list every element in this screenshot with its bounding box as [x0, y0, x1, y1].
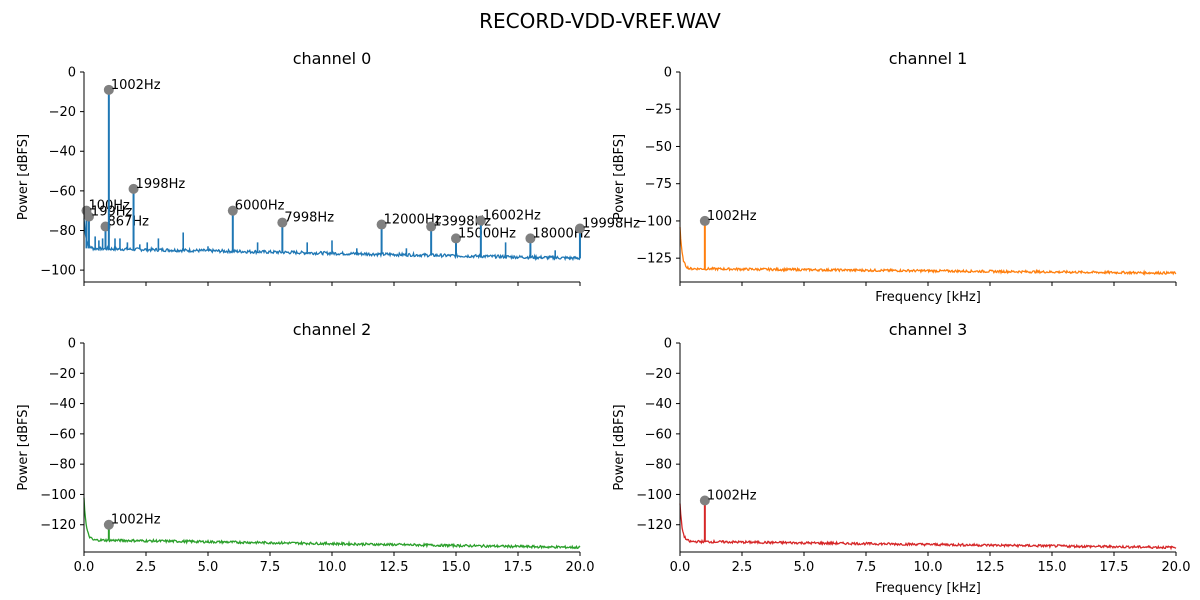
peak-marker — [376, 219, 387, 230]
y-tick-label: −20 — [49, 105, 76, 120]
chart-panel-2: channel 2 1002Hz 0 −20 −40 −60 −80 −100 −120 0.0 2… — [16, 320, 594, 575]
x-tick-label: 5.0 — [198, 560, 219, 575]
y-tick-label: −20 — [49, 367, 76, 382]
peak-marker — [128, 183, 139, 194]
peak-marker — [699, 495, 710, 506]
x-tick-label: 2.5 — [136, 560, 157, 575]
y-tick-label: −120 — [636, 518, 672, 533]
x-tick-label: 12.5 — [380, 560, 409, 575]
y-tick-label: −100 — [636, 214, 672, 229]
peak-marker — [574, 223, 585, 234]
chart-panel-3: channel 3 1002Hz 0 −20 −40 −60 −80 −100 −120 0.0 2… — [612, 320, 1190, 596]
y-tick-label: 0 — [68, 337, 76, 352]
peak-label: 1002Hz — [707, 489, 757, 504]
x-tick-label: 17.5 — [1100, 560, 1129, 575]
x-axis-label: Frequency [kHz] — [875, 581, 981, 596]
peak-label: 1998Hz — [136, 177, 186, 192]
y-tick-label: 0 — [68, 66, 76, 81]
x-tick-label: 7.5 — [856, 560, 877, 575]
peak-label: 6000Hz — [235, 199, 285, 214]
x-tick-label: 0.0 — [670, 560, 691, 575]
y-axis-label: Power [dBFS] — [16, 134, 31, 220]
y-tick-label: −40 — [645, 397, 672, 412]
x-axis-label: Frequency [kHz] — [875, 290, 981, 305]
y-tick-label: −100 — [40, 488, 76, 503]
x-tick-label: 7.5 — [260, 560, 281, 575]
chart-panel-1: channel 1 1002Hz 0 −25 −50 −75 −100 −125 Power [… — [612, 49, 1177, 305]
spectrum-line — [83, 497, 581, 550]
spectrum-line — [83, 218, 581, 262]
y-tick-label: −100 — [636, 488, 672, 503]
y-tick-label: −60 — [645, 427, 672, 442]
x-tick-label: 17.5 — [504, 560, 533, 575]
peak-label: 1002Hz — [111, 78, 161, 93]
y-tick-label: −120 — [40, 518, 76, 533]
chart-title: channel 2 — [293, 320, 372, 339]
y-tick-label: −40 — [49, 397, 76, 412]
y-tick-label: −80 — [49, 458, 76, 473]
x-tick-label: 15.0 — [442, 560, 471, 575]
peak-marker — [277, 217, 288, 228]
figure-suptitle: RECORD-VDD-VREF.WAV — [479, 9, 721, 33]
y-tick-label: −75 — [645, 177, 672, 192]
peak-marker — [699, 215, 710, 226]
peak-label: 7998Hz — [284, 211, 334, 226]
y-tick-label: −80 — [645, 458, 672, 473]
y-tick-label: −60 — [49, 427, 76, 442]
y-tick-label: −125 — [636, 252, 672, 267]
y-tick-label: −20 — [645, 367, 672, 382]
peak-marker — [475, 215, 486, 226]
peak-label: 19998Hz — [582, 217, 640, 232]
y-tick-label: −50 — [645, 140, 672, 155]
peak-marker — [227, 205, 238, 216]
x-tick-label: 2.5 — [732, 560, 753, 575]
peak-label: 1002Hz — [111, 513, 161, 528]
spectrum-line — [679, 227, 1177, 276]
peak-label: 199Hz — [91, 205, 133, 220]
peak-label: 1002Hz — [707, 209, 757, 224]
y-tick-label: −40 — [49, 145, 76, 160]
y-tick-label: −25 — [645, 103, 672, 118]
x-tick-label: 10.0 — [914, 560, 943, 575]
x-tick-label: 20.0 — [1162, 560, 1191, 575]
chart-title: channel 3 — [889, 320, 968, 339]
y-tick-label: 0 — [664, 66, 672, 81]
y-axis-label: Power [dBFS] — [16, 404, 31, 490]
y-axis-label: Power [dBFS] — [612, 404, 627, 490]
x-tick-label: 0.0 — [74, 560, 95, 575]
x-tick-label: 15.0 — [1038, 560, 1067, 575]
chart-panel-0: channel 0100Hz199Hz867Hz1002Hz1998Hz6000… — [16, 49, 640, 286]
peak-marker — [83, 211, 94, 222]
spectrum-line — [679, 503, 1177, 551]
y-tick-label: −80 — [49, 224, 76, 239]
chart-title: channel 1 — [889, 49, 968, 68]
x-tick-label: 20.0 — [566, 560, 595, 575]
y-tick-label: 0 — [664, 337, 672, 352]
peak-marker — [103, 84, 114, 95]
peak-marker — [525, 233, 536, 244]
x-tick-label: 10.0 — [318, 560, 347, 575]
peak-marker — [103, 519, 114, 530]
y-axis-label: Power [dBFS] — [612, 134, 627, 220]
x-tick-label: 12.5 — [976, 560, 1005, 575]
x-tick-label: 5.0 — [794, 560, 815, 575]
peak-label: 16002Hz — [483, 209, 541, 224]
chart-title: channel 0 — [293, 49, 372, 68]
y-tick-label: −100 — [40, 264, 76, 279]
peak-label: 15000Hz — [458, 226, 516, 241]
peak-marker — [426, 221, 437, 232]
peak-label: 867Hz — [108, 215, 150, 230]
peak-marker — [451, 233, 461, 244]
y-tick-label: −60 — [49, 184, 76, 199]
